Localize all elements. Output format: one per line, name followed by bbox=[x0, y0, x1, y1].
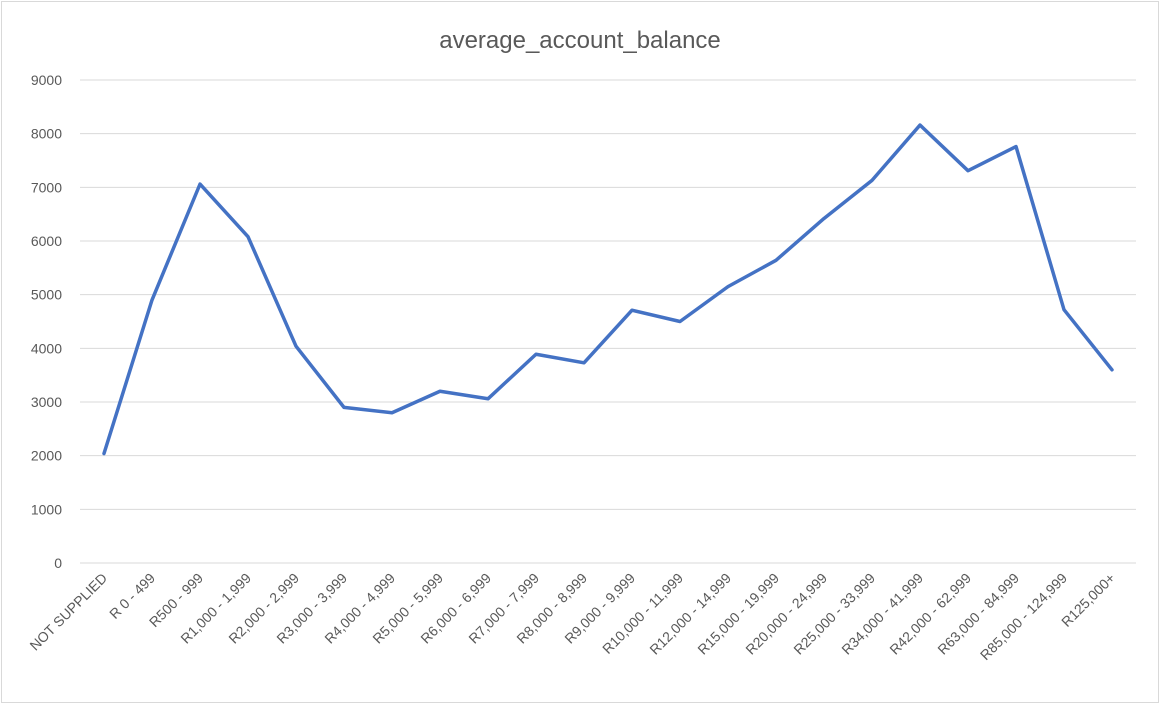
y-tick-label: 9000 bbox=[31, 72, 62, 88]
y-tick-label: 5000 bbox=[31, 287, 62, 303]
y-tick-label: 3000 bbox=[31, 394, 62, 410]
x-tick-label: R42,000 - 62,999 bbox=[886, 570, 974, 658]
x-tick-label: R15,000 - 19,999 bbox=[694, 570, 782, 658]
series-line bbox=[102, 123, 1114, 456]
y-tick-label: 1000 bbox=[31, 501, 62, 517]
y-tick-label: 8000 bbox=[31, 126, 62, 142]
y-tick-label: 0 bbox=[54, 555, 62, 571]
chart-title: average_account_balance bbox=[439, 27, 721, 54]
x-tick-label: R25,000 - 33,999 bbox=[790, 570, 878, 658]
x-tick-label: R63,000 - 84,999 bbox=[934, 570, 1022, 658]
y-tick-label: 2000 bbox=[31, 448, 62, 464]
grid-lines bbox=[80, 79, 1136, 564]
x-tick-label: R20,000 - 24,999 bbox=[742, 570, 830, 658]
x-tick-label: NOT SUPPLIED bbox=[26, 570, 110, 654]
y-axis-ticks: 0 1000 2000 3000 4000 5000 6000 7000 8000 9000 bbox=[31, 72, 62, 571]
y-tick-label: 6000 bbox=[31, 233, 62, 249]
series-layer bbox=[102, 123, 1114, 456]
x-tick-label: R12,000 - 14,999 bbox=[646, 570, 734, 658]
x-tick-label: R10,000 - 11,999 bbox=[599, 570, 686, 657]
x-tick-label: R85,000 - 124,999 bbox=[977, 570, 1070, 663]
x-tick-label: R34,000 - 41,999 bbox=[838, 570, 926, 658]
y-tick-label: 7000 bbox=[31, 179, 62, 195]
y-tick-label: 4000 bbox=[31, 340, 62, 356]
